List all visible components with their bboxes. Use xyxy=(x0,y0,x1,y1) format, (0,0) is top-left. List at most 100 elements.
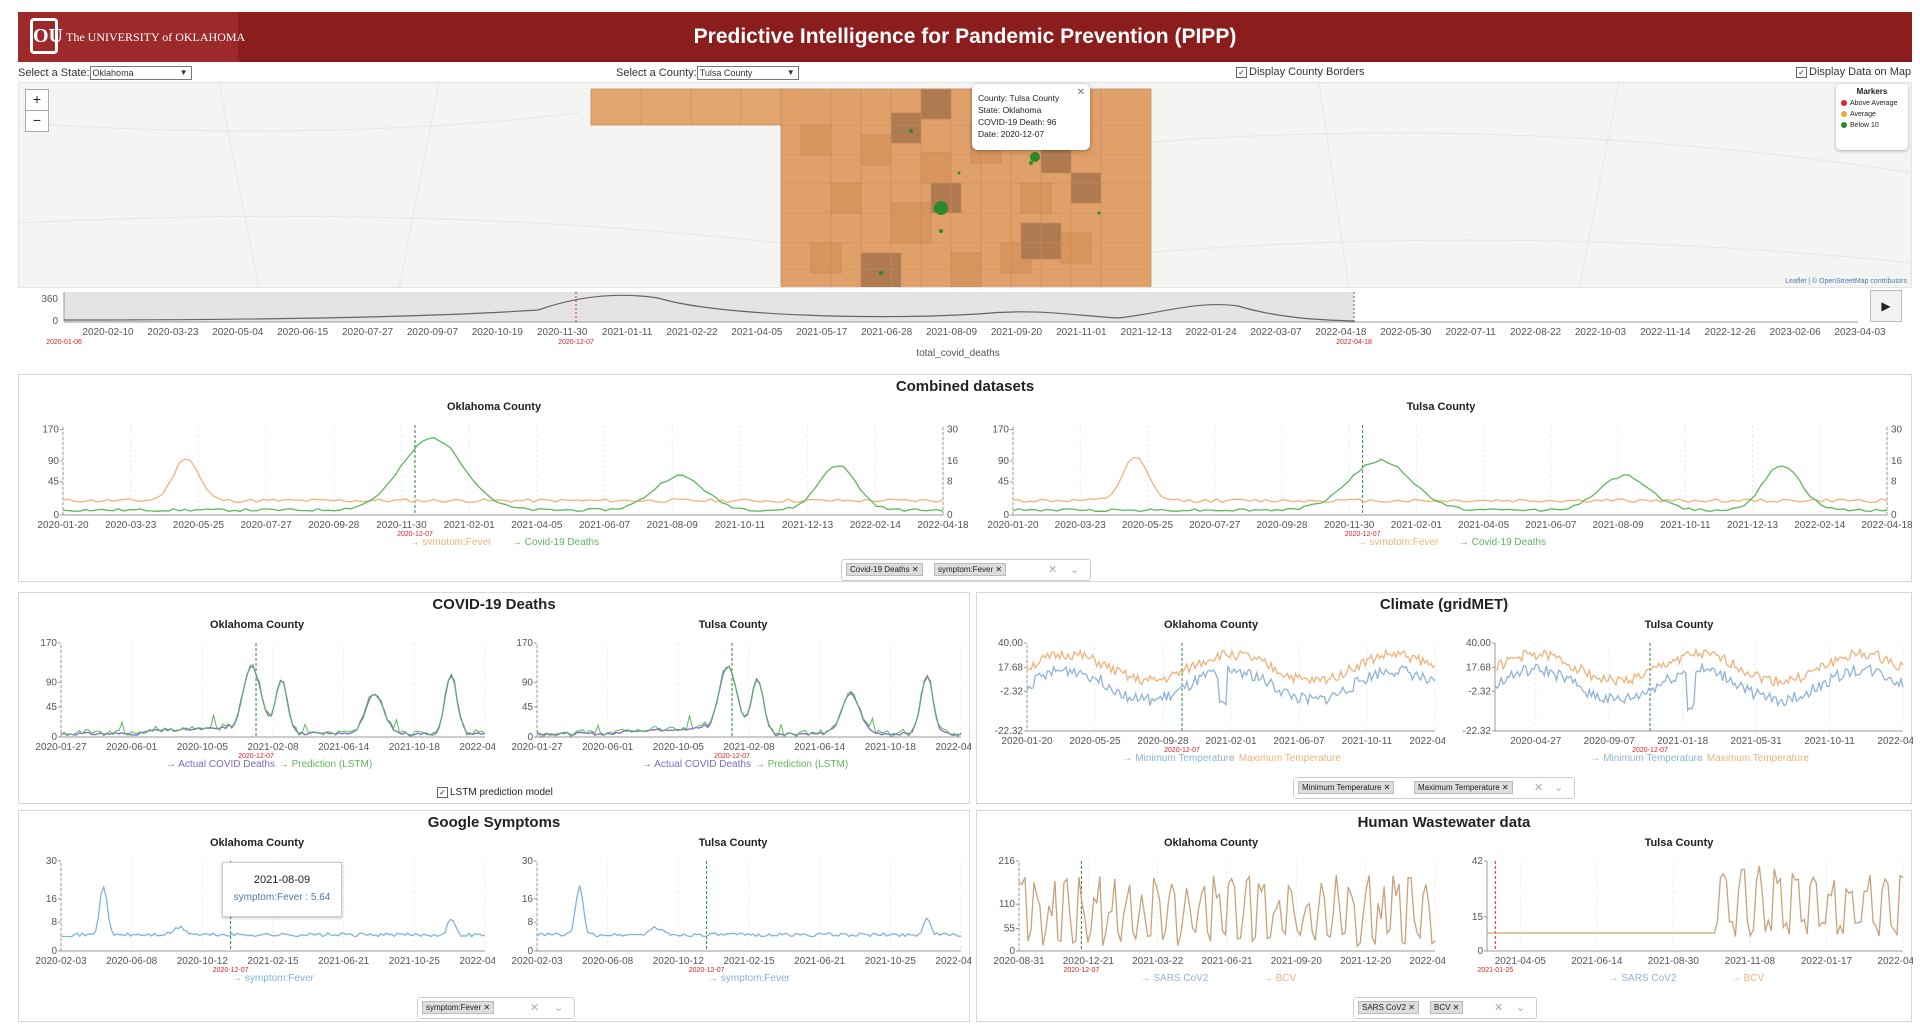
x-tick-label: 2021-06-21 xyxy=(794,956,846,967)
x-tick-label: 2021-10-11 xyxy=(715,520,766,531)
chevron-down-icon[interactable]: ⌄ xyxy=(1070,564,1080,576)
legend-item-label[interactable]: → Actual COVID Deaths xyxy=(642,759,751,770)
checkbox-checked-icon[interactable]: ✓ xyxy=(437,787,448,798)
x-tick-label: 2022-04-18 xyxy=(917,520,969,531)
wastewater-right-chart[interactable]: 42 15 0 2021-04-05 2021-06-14 2021-08-30 2021-… xyxy=(1445,851,1913,991)
timeline-selection[interactable] xyxy=(64,292,1354,322)
clear-icon[interactable]: ✕ xyxy=(1494,1002,1504,1014)
timeline-y-tick: 0 xyxy=(52,316,58,327)
y-right-tick-label: 0 xyxy=(947,510,953,521)
covid-right-title: Tulsa County xyxy=(698,619,768,631)
legend-item-label[interactable]: → Actual COVID Deaths xyxy=(166,759,275,770)
covid-left-title: Oklahoma County xyxy=(209,619,305,631)
county-select[interactable]: Tulsa County ▼ xyxy=(696,66,799,80)
legend-item-average: Average xyxy=(1841,111,1903,118)
timeline-slider[interactable]: 360 0 2020-02-10 2020-03-23 2020-05-04 2020… xyxy=(18,290,1912,370)
state-select[interactable]: Oklahoma ▼ xyxy=(89,66,192,80)
checkbox-checked-icon[interactable]: ✓ xyxy=(1796,66,1807,78)
map-canvas[interactable] xyxy=(19,83,1912,288)
tag-label: Minimum Temperature xyxy=(1302,783,1382,792)
chevron-down-icon[interactable]: ⌄ xyxy=(1516,1002,1526,1014)
timeline-x-tick-label: 2020-10-19 xyxy=(472,327,524,338)
x-tick-label: 2021-06-14 xyxy=(1571,956,1623,967)
close-icon[interactable]: ✕ xyxy=(1076,87,1085,98)
legend-item-label[interactable]: → Prediction (LSTM) xyxy=(279,759,372,770)
chevron-down-icon[interactable]: ⌄ xyxy=(1554,782,1564,794)
legend-item-label[interactable]: → symptom:Fever xyxy=(708,973,790,984)
symptom-fever-line xyxy=(536,885,962,938)
tooltip-date: 2021-08-09 xyxy=(253,874,311,886)
clear-icon[interactable]: ✕ xyxy=(1048,564,1058,576)
tag-covid-deaths[interactable]: Covid-19 Deaths ✕ xyxy=(846,563,923,576)
state-label: Select a State: xyxy=(18,66,90,79)
legend-item-label[interactable]: → Covid-19 Deaths xyxy=(1459,537,1546,545)
date-marker-label: 2020-12-07 xyxy=(689,967,725,974)
climate-right-chart[interactable]: 40.00 17.68 -2.32 -22.32 2020-04-27 2020-09-0… xyxy=(1445,633,1913,771)
legend-item-label[interactable]: → BCV xyxy=(1263,973,1297,984)
popup-county: County: Tulsa County xyxy=(978,93,1060,103)
y-tick-label: 17.68 xyxy=(1466,663,1491,674)
timeline-x-tick-label: 2022-04-18 xyxy=(1315,327,1367,338)
y-tick-label: 216 xyxy=(998,856,1015,867)
x-tick-label: 2022-04-18 xyxy=(459,742,495,753)
legend-item-label[interactable]: → symptom:Fever xyxy=(1357,537,1439,545)
zoom-out-button[interactable]: − xyxy=(25,110,49,132)
lstm-toggle[interactable]: ✓ LSTM prediction model xyxy=(437,787,553,798)
legend-item-label[interactable]: → SARS CoV2 xyxy=(1609,973,1677,984)
date-marker-label: 2020-12-07 xyxy=(397,531,433,538)
x-tick-label: 2021-02-01 xyxy=(1205,736,1257,747)
x-tick-label: 2020-12-21 xyxy=(1063,956,1115,967)
climate-series-selector[interactable]: Minimum Temperature ✕ Maximum Temperatur… xyxy=(1293,777,1575,799)
tag-symptom-fever[interactable]: symptom:Fever ✕ xyxy=(934,563,1007,576)
oklahoma-counties[interactable] xyxy=(590,88,1152,288)
chevron-down-icon[interactable]: ⌄ xyxy=(554,1002,564,1014)
y-tick-label: 40.00 xyxy=(1466,638,1491,649)
y-tick-label: -2.32 xyxy=(1000,686,1023,697)
zoom-in-button[interactable]: + xyxy=(25,89,49,111)
legend-item-label[interactable]: → Maximum Temperature xyxy=(1694,753,1809,764)
map-markers[interactable] xyxy=(879,129,1101,275)
county-map[interactable]: + − Leaflet | © OpenStreetMap contributo… xyxy=(18,82,1912,288)
symptoms-series-selector[interactable]: symptom:Fever ✕ ✕ ⌄ xyxy=(417,997,575,1019)
tag-max-temp[interactable]: Maximum Temperature ✕ xyxy=(1414,781,1513,794)
tag-min-temp[interactable]: Minimum Temperature ✕ xyxy=(1298,781,1395,794)
legend-below-label: Below 10 xyxy=(1850,122,1879,129)
combined-series-selector[interactable]: Covid-19 Deaths ✕ symptom:Fever ✕ ✕ ⌄ xyxy=(841,559,1091,581)
y-tick-label: 90 xyxy=(46,677,58,688)
x-tick-label: 2020-06-01 xyxy=(106,742,158,753)
checkbox-checked-icon[interactable]: ✓ xyxy=(1236,66,1247,78)
map-attribution[interactable]: Leaflet | © OpenStreetMap contributors xyxy=(1785,278,1907,285)
legend-item-label[interactable]: → BCV xyxy=(1731,973,1765,984)
legend-item-label[interactable]: → Maximum Temperature xyxy=(1226,753,1341,764)
display-borders-toggle[interactable]: ✓ Display County Borders xyxy=(1236,66,1365,78)
legend-item-label[interactable]: → Minimum Temperature xyxy=(1590,753,1703,764)
x-tick-label: 2022-04-18 xyxy=(935,742,971,753)
legend-item-label[interactable]: → symptom:Fever xyxy=(410,537,492,545)
university-logo[interactable]: OU The UNIVERSITY of OKLAHOMA xyxy=(18,12,245,62)
climate-right-title: Tulsa County xyxy=(1644,619,1714,631)
legend-item-label[interactable]: → Prediction (LSTM) xyxy=(755,759,848,770)
tag-symptom-fever[interactable]: symptom:Fever ✕ xyxy=(422,1001,495,1014)
y-tick-label: 170 xyxy=(516,638,533,649)
clear-icon[interactable]: ✕ xyxy=(1534,782,1544,794)
wastewater-series-selector[interactable]: SARS CoV2 ✕ BCV ✕ ✕ ⌄ xyxy=(1353,997,1537,1019)
timeline-chart[interactable]: 360 0 2020-02-10 2020-03-23 2020-05-04 2020… xyxy=(18,290,1912,370)
legend-item-label[interactable]: → Minimum Temperature xyxy=(1122,753,1235,764)
clear-icon[interactable]: ✕ xyxy=(530,1002,540,1014)
legend-item-label[interactable]: → symptom:Fever xyxy=(232,973,314,984)
play-icon[interactable]: ▶ xyxy=(1870,290,1902,322)
legend-item-label[interactable]: → SARS CoV2 xyxy=(1141,973,1209,984)
tag-bcv[interactable]: BCV ✕ xyxy=(1430,1001,1464,1014)
display-data-toggle[interactable]: ✓ Display Data on Map xyxy=(1796,66,1911,78)
legend-item-label[interactable]: → Covid-19 Deaths xyxy=(512,537,599,545)
tag-sars-cov2[interactable]: SARS CoV2 ✕ xyxy=(1358,1001,1419,1014)
red-dot-icon xyxy=(1841,100,1847,107)
